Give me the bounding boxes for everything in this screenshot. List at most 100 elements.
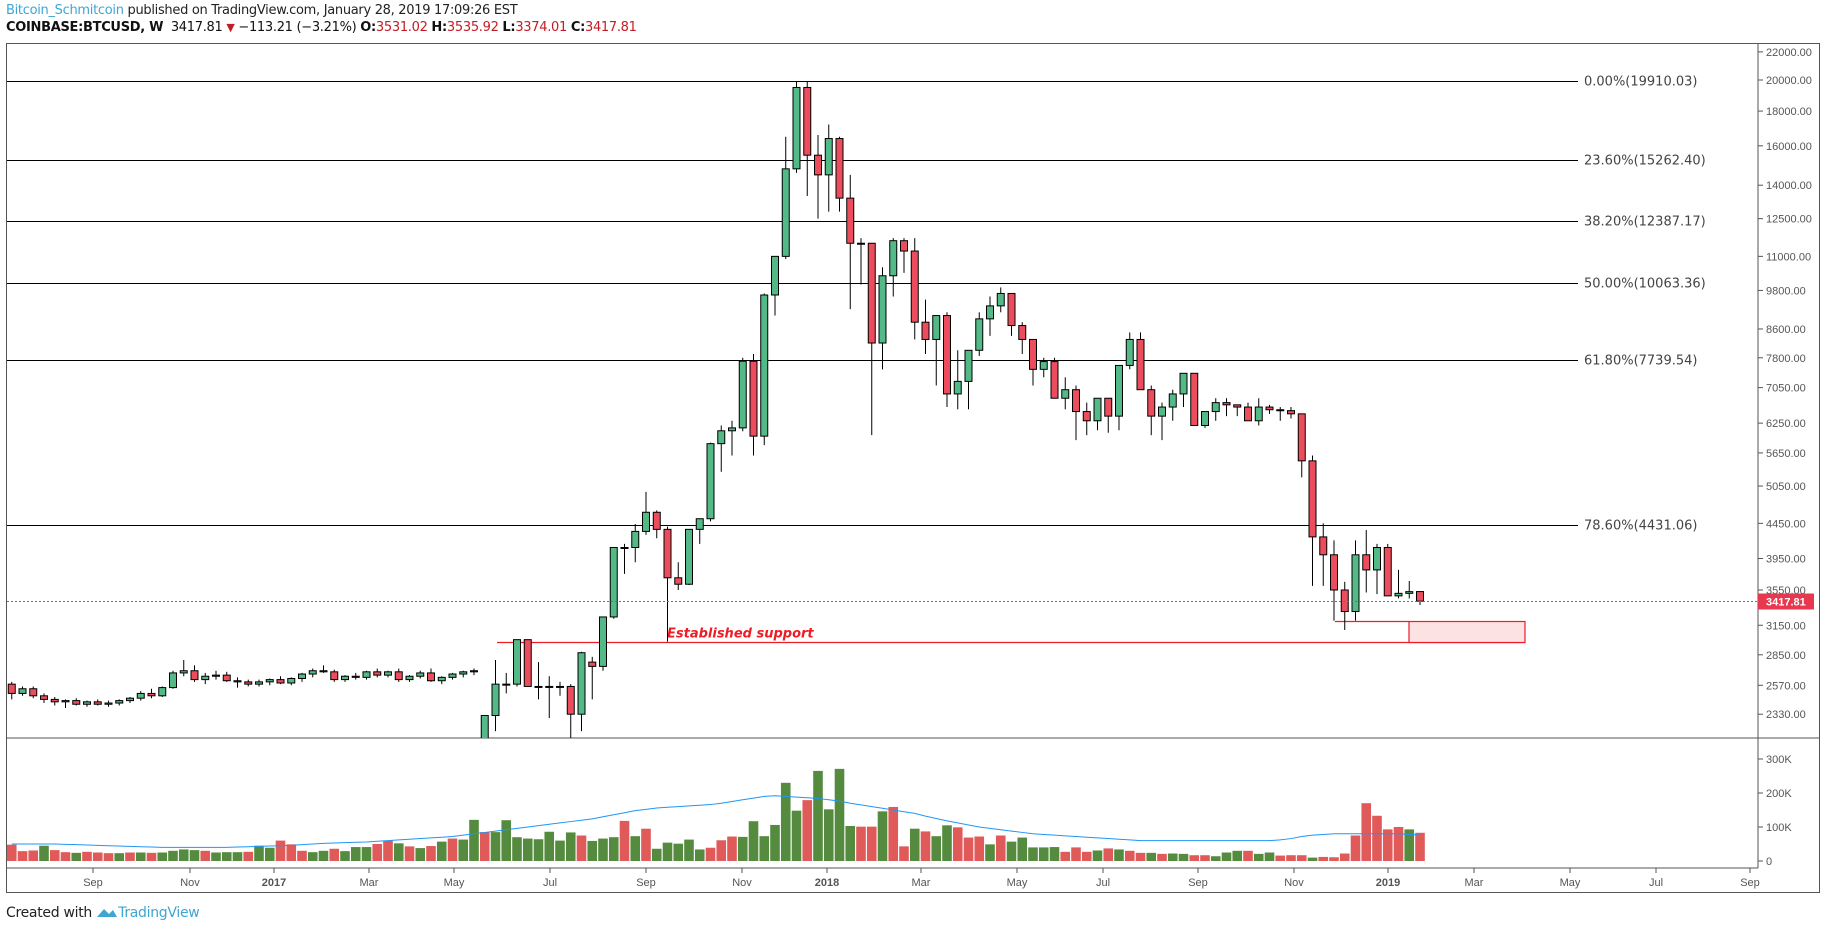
volume-bar bbox=[716, 840, 727, 861]
volume-bar bbox=[1232, 850, 1243, 861]
volume-bar bbox=[307, 852, 318, 861]
volume-axis-label: 100K bbox=[1766, 822, 1792, 834]
volume-bar bbox=[780, 782, 791, 861]
fib-level-label: 0.00%(19910.03) bbox=[1584, 75, 1697, 90]
time-axis-label: 2019 bbox=[1376, 877, 1400, 889]
volume-bar bbox=[71, 852, 82, 861]
volume-bar bbox=[1393, 827, 1404, 861]
high-label: H: bbox=[431, 20, 447, 35]
time-axis-label: Mar bbox=[1465, 877, 1484, 889]
support-zone-box[interactable] bbox=[1408, 620, 1526, 644]
volume-bar bbox=[415, 848, 426, 861]
author-link[interactable]: Bitcoin_Schmitcoin bbox=[6, 3, 124, 18]
time-axis-label: Mar bbox=[360, 877, 379, 889]
volume-bar bbox=[1350, 835, 1361, 861]
volume-bar bbox=[942, 825, 952, 861]
volume-bar bbox=[404, 846, 415, 861]
volume-bar bbox=[1243, 850, 1253, 861]
volume-bar bbox=[340, 851, 350, 861]
volume-bar bbox=[211, 852, 221, 861]
volume-bar bbox=[393, 843, 404, 861]
volume-bar bbox=[619, 820, 630, 861]
volume-bar bbox=[1049, 847, 1060, 861]
price-axis-label: 2850.00 bbox=[1766, 650, 1806, 662]
volume-bar bbox=[630, 836, 641, 861]
price-axis-label: 2330.00 bbox=[1766, 709, 1806, 721]
volume-bar bbox=[770, 824, 780, 861]
price-axis-label: 22000.00 bbox=[1766, 47, 1812, 59]
volume-bar bbox=[1114, 849, 1124, 861]
volume-bar bbox=[1189, 855, 1200, 861]
fib-level-label: 50.00%(10063.36) bbox=[1584, 277, 1706, 292]
volume-bar bbox=[641, 828, 651, 861]
volume-bar bbox=[49, 850, 60, 861]
candles bbox=[7, 81, 1424, 738]
time-axis-label: 2018 bbox=[815, 877, 839, 889]
volume-bar bbox=[856, 826, 866, 861]
volume-bar bbox=[759, 836, 770, 861]
open-label: O: bbox=[360, 20, 376, 35]
price-change: −113.21 (−3.21%) bbox=[238, 20, 357, 35]
volume-bar bbox=[426, 846, 436, 861]
volume-bar bbox=[1006, 841, 1017, 861]
price-axis-label: 7800.00 bbox=[1766, 353, 1806, 365]
price-axis-label: 20000.00 bbox=[1766, 75, 1812, 87]
fib-level-label: 78.60%(4431.06) bbox=[1584, 519, 1697, 534]
volume-bar bbox=[264, 847, 275, 861]
volume-bar bbox=[866, 826, 877, 861]
volume-bar bbox=[877, 811, 888, 861]
volume-bar bbox=[1135, 852, 1146, 861]
volume-bar bbox=[92, 852, 103, 861]
volume-bar bbox=[651, 848, 662, 861]
volume-bar bbox=[813, 770, 823, 861]
price-axis-label: 11000.00 bbox=[1766, 251, 1811, 263]
tradingview-logo-icon bbox=[97, 909, 118, 917]
tradingview-link[interactable]: TradingView bbox=[118, 905, 200, 921]
volume-bar bbox=[479, 832, 490, 861]
volume-bar bbox=[1038, 847, 1049, 861]
support-annotation: Established support bbox=[667, 627, 814, 642]
volume-bar bbox=[1060, 851, 1071, 861]
volume-bar bbox=[1178, 853, 1189, 861]
volume-bar bbox=[952, 827, 963, 861]
price-axis-label: 3150.00 bbox=[1766, 620, 1806, 632]
volume-bar bbox=[791, 810, 802, 861]
volume-bar bbox=[103, 853, 114, 861]
volume-bar bbox=[544, 831, 555, 861]
time-axis-label: May bbox=[1007, 877, 1028, 889]
last-price: 3417.81 bbox=[170, 20, 223, 35]
volume-bar bbox=[318, 850, 329, 861]
volume-bar bbox=[1157, 853, 1167, 861]
price-axis-label: 6250.00 bbox=[1766, 418, 1806, 430]
volume-bar bbox=[555, 840, 565, 861]
volume-bar bbox=[17, 851, 28, 861]
price-axis-label: 8600.00 bbox=[1766, 324, 1806, 336]
price-axis-label: 5650.00 bbox=[1766, 448, 1806, 460]
volume-bar bbox=[286, 844, 297, 861]
volume-bar bbox=[1264, 852, 1275, 861]
volume-bar bbox=[1307, 857, 1318, 861]
volume-bar bbox=[608, 837, 619, 861]
volume-bar bbox=[1092, 850, 1103, 861]
volume-bar bbox=[727, 836, 737, 861]
fib-level-label: 23.60%(15262.40) bbox=[1584, 154, 1706, 169]
volume-bar bbox=[1372, 815, 1382, 861]
volume-bar bbox=[436, 841, 447, 861]
created-with-text: Created with bbox=[6, 905, 92, 921]
volume-bar bbox=[1253, 853, 1264, 861]
volume-bar bbox=[899, 846, 909, 861]
time-axis-label: Nov bbox=[732, 877, 752, 889]
volume-bar bbox=[1146, 852, 1157, 861]
volume-bar bbox=[383, 840, 393, 861]
time-axis-label: Jul bbox=[1096, 877, 1110, 889]
volume-bar bbox=[694, 849, 705, 861]
volume-bar bbox=[221, 852, 232, 861]
time-axis-label: Mar bbox=[912, 877, 931, 889]
time-axis-label: Jul bbox=[543, 877, 557, 889]
footer: Created with TradingView bbox=[6, 903, 200, 921]
volume-bar bbox=[200, 850, 211, 861]
price-axis-label: 12500.00 bbox=[1766, 214, 1812, 226]
volume-bar bbox=[60, 852, 71, 861]
time-axis-label: Sep bbox=[1188, 877, 1208, 889]
